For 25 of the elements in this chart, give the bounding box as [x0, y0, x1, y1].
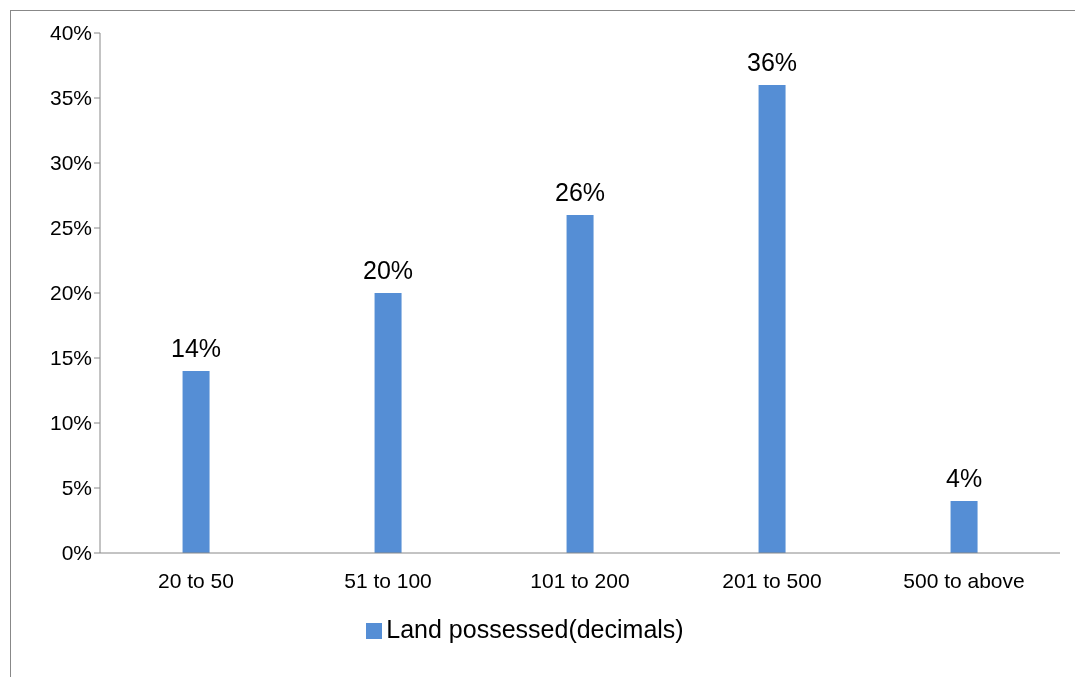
data-label: 26% [555, 178, 606, 206]
data-label: 36% [747, 48, 798, 76]
y-tick-label: 30% [49, 151, 92, 175]
data-label: 4% [945, 464, 983, 492]
y-tick-label: 0% [61, 541, 92, 565]
y-tick-label: 20% [49, 281, 92, 305]
bar [950, 501, 978, 553]
x-tick-label: 101 to 200 [530, 568, 630, 592]
bar [758, 85, 786, 553]
y-tick-label: 10% [49, 411, 92, 435]
x-tick-label: 201 to 500 [722, 568, 822, 592]
y-tick-label: 25% [49, 216, 92, 240]
y-tick-label: 15% [49, 346, 92, 370]
bar [374, 293, 402, 553]
bar [182, 371, 210, 553]
data-label: 20% [363, 256, 414, 284]
y-tick-label: 5% [61, 476, 92, 500]
x-tick-label: 500 to above [903, 568, 1025, 592]
y-tick-label: 40% [49, 21, 92, 45]
bar [566, 215, 594, 553]
data-label: 14% [171, 334, 222, 362]
y-tick-label: 35% [49, 86, 92, 110]
x-tick-label: 51 to 100 [344, 568, 432, 592]
legend-label: Land possessed(decimals) [386, 615, 684, 643]
x-tick-label: 20 to 50 [158, 568, 234, 592]
